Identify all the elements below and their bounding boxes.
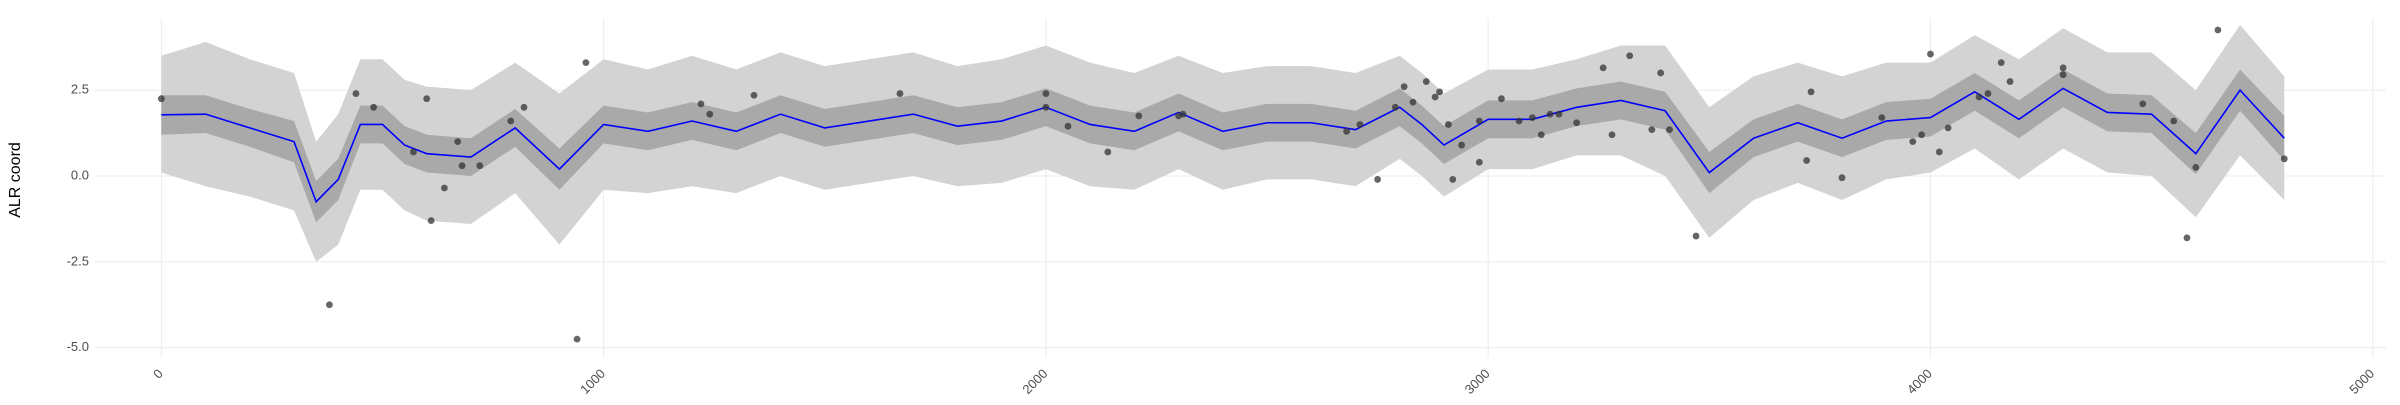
- point: [896, 90, 904, 97]
- x-tick-label: 3000: [1462, 366, 1493, 397]
- y-axis-title: ALR coord: [7, 142, 24, 218]
- point: [1042, 90, 1050, 97]
- point: [370, 103, 378, 111]
- point: [1918, 131, 1926, 139]
- point: [1975, 93, 1983, 101]
- point: [1878, 114, 1886, 121]
- point: [1648, 126, 1656, 134]
- x-tick-label: 0: [150, 366, 166, 382]
- point: [1692, 232, 1700, 240]
- point: [326, 301, 333, 309]
- band: [161, 69, 2285, 223]
- point: [427, 217, 435, 225]
- point: [2192, 163, 2200, 171]
- point: [1657, 69, 1665, 77]
- point: [2139, 100, 2147, 108]
- point: [1343, 127, 1351, 135]
- point: [1431, 93, 1439, 101]
- point: [1444, 121, 1452, 128]
- point: [1042, 103, 1050, 111]
- point: [2170, 117, 2178, 125]
- point: [1409, 98, 1417, 106]
- point: [1104, 148, 1112, 156]
- point: [1515, 117, 1523, 125]
- point: [1546, 110, 1554, 118]
- point: [1458, 141, 1466, 149]
- x-tick-label: 1000: [577, 366, 608, 397]
- point: [1449, 176, 1457, 183]
- point: [1064, 122, 1072, 130]
- point: [458, 162, 466, 170]
- point: [1984, 90, 1992, 97]
- point: [410, 148, 417, 156]
- y-tick-label: 0.0: [71, 167, 89, 182]
- point: [2006, 78, 2014, 85]
- point: [1626, 52, 1634, 60]
- point: [1179, 110, 1187, 118]
- point: [697, 100, 705, 108]
- point: [582, 59, 590, 67]
- point: [1803, 157, 1811, 164]
- point: [1374, 176, 1382, 183]
- point: [2280, 155, 2288, 163]
- y-tick-label: -2.5: [67, 253, 89, 268]
- point: [1927, 50, 1934, 58]
- point: [706, 110, 714, 118]
- point: [1529, 114, 1536, 121]
- point: [750, 91, 758, 99]
- point: [1356, 121, 1364, 128]
- point: [1400, 83, 1408, 91]
- point: [157, 95, 165, 103]
- x-tick-label: 4000: [1904, 366, 1935, 397]
- point: [1537, 131, 1545, 139]
- point: [1608, 131, 1616, 139]
- point: [507, 117, 515, 125]
- x-tick-label: 5000: [2346, 366, 2377, 397]
- point: [1599, 64, 1607, 72]
- point: [1498, 95, 1505, 103]
- point: [2059, 64, 2067, 72]
- point: [2183, 234, 2191, 242]
- point: [352, 90, 360, 97]
- point: [1807, 88, 1815, 96]
- point: [1838, 174, 1846, 182]
- point: [2059, 71, 2067, 79]
- point: [1555, 110, 1563, 118]
- x-tick-label: 2000: [1019, 366, 1050, 397]
- point: [1475, 158, 1483, 166]
- point: [454, 138, 462, 146]
- point: [440, 184, 448, 192]
- point: [573, 335, 581, 343]
- point: [1935, 148, 1943, 156]
- point: [1422, 78, 1430, 85]
- mean-line: [161, 87, 2285, 204]
- point: [1135, 112, 1143, 120]
- y-tick-label: 2.5: [71, 82, 89, 97]
- point: [1391, 103, 1399, 111]
- point: [2214, 26, 2222, 34]
- point: [1997, 59, 2005, 67]
- point: [423, 95, 431, 103]
- point: [1573, 119, 1581, 127]
- point: [520, 103, 528, 111]
- point: [1944, 124, 1952, 132]
- point: [1909, 138, 1917, 146]
- point: [1475, 117, 1483, 125]
- y-tick-label: -5.0: [67, 339, 89, 354]
- point: [1666, 126, 1673, 134]
- point: [476, 162, 484, 170]
- point: [1436, 88, 1443, 96]
